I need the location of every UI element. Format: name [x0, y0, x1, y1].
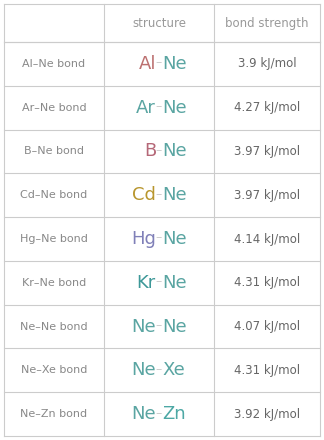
Text: Ne: Ne	[131, 405, 156, 423]
Text: Al: Al	[138, 55, 156, 73]
Text: 3.92 kJ/mol: 3.92 kJ/mol	[234, 407, 300, 421]
Text: Ne–Zn bond: Ne–Zn bond	[20, 409, 87, 419]
Text: 4.14 kJ/mol: 4.14 kJ/mol	[234, 232, 300, 246]
Text: –: –	[156, 319, 162, 332]
Text: Ne: Ne	[162, 230, 187, 248]
Text: Al–Ne bond: Al–Ne bond	[22, 59, 86, 69]
Text: bond strength: bond strength	[225, 17, 309, 29]
Text: Ne–Ne bond: Ne–Ne bond	[20, 322, 88, 332]
Text: 4.31 kJ/mol: 4.31 kJ/mol	[234, 276, 300, 289]
Text: –: –	[156, 363, 162, 376]
Text: Ne: Ne	[131, 318, 156, 336]
Text: Xe: Xe	[162, 361, 185, 379]
Text: 3.9 kJ/mol: 3.9 kJ/mol	[238, 57, 296, 70]
Text: Ne–Xe bond: Ne–Xe bond	[21, 365, 87, 375]
Text: Ne: Ne	[162, 274, 187, 292]
Text: Ar–Ne bond: Ar–Ne bond	[22, 103, 86, 113]
Text: Hg–Ne bond: Hg–Ne bond	[20, 234, 88, 244]
Text: Ne: Ne	[162, 55, 187, 73]
Text: 4.27 kJ/mol: 4.27 kJ/mol	[234, 101, 300, 114]
Text: B: B	[144, 143, 156, 161]
Text: B–Ne bond: B–Ne bond	[24, 147, 84, 157]
Text: Kr–Ne bond: Kr–Ne bond	[22, 278, 86, 288]
Text: Ar: Ar	[136, 99, 156, 117]
Text: –: –	[156, 231, 162, 245]
Text: Hg: Hg	[131, 230, 156, 248]
Text: 3.97 kJ/mol: 3.97 kJ/mol	[234, 189, 300, 202]
Text: Cd: Cd	[132, 186, 156, 204]
Text: Ne: Ne	[162, 186, 187, 204]
Text: Cd–Ne bond: Cd–Ne bond	[20, 190, 87, 200]
Text: –: –	[156, 56, 162, 70]
Text: Zn: Zn	[162, 405, 186, 423]
Text: Ne: Ne	[162, 143, 187, 161]
Text: –: –	[156, 188, 162, 201]
Text: structure: structure	[132, 17, 186, 29]
Text: Kr: Kr	[137, 274, 156, 292]
Text: –: –	[156, 407, 162, 420]
Text: 3.97 kJ/mol: 3.97 kJ/mol	[234, 145, 300, 158]
Text: 4.31 kJ/mol: 4.31 kJ/mol	[234, 364, 300, 377]
Text: –: –	[156, 100, 162, 113]
Text: –: –	[156, 275, 162, 288]
Text: Ne: Ne	[131, 361, 156, 379]
Text: –: –	[156, 144, 162, 157]
Text: Ne: Ne	[162, 99, 187, 117]
Text: Ne: Ne	[162, 318, 187, 336]
Text: 4.07 kJ/mol: 4.07 kJ/mol	[234, 320, 300, 333]
